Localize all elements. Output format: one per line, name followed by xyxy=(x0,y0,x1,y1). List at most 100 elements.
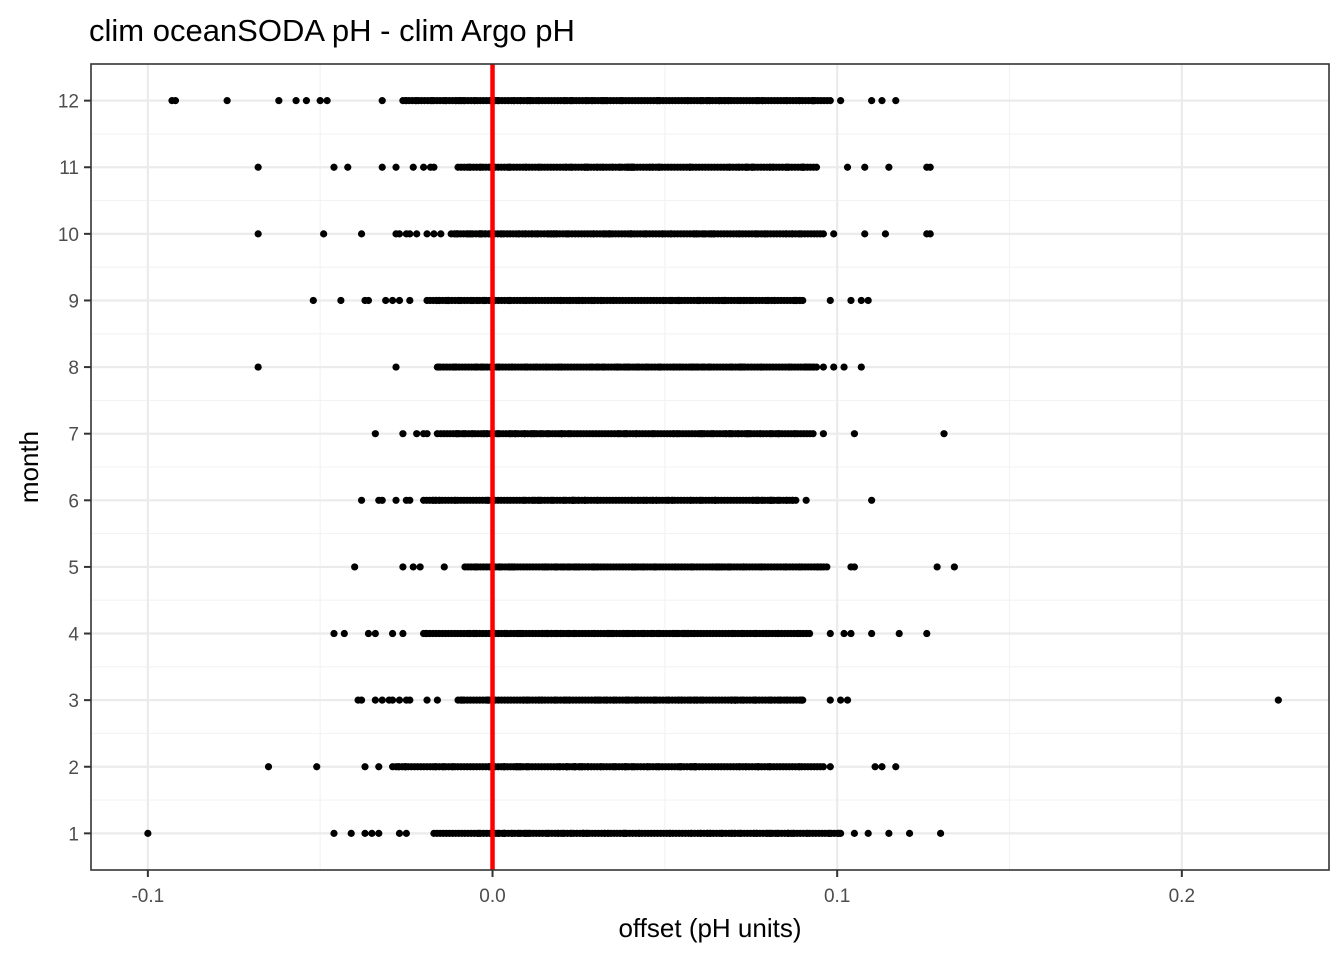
data-point xyxy=(639,629,648,638)
data-point xyxy=(668,296,676,305)
data-point xyxy=(798,696,806,704)
data-point xyxy=(223,97,231,105)
data-point xyxy=(642,496,650,504)
data-point xyxy=(788,496,797,504)
y-tick-label: 3 xyxy=(68,691,79,712)
data-point xyxy=(254,163,262,171)
data-point xyxy=(478,230,486,238)
data-point xyxy=(608,163,616,171)
data-point xyxy=(743,163,751,171)
data-point xyxy=(254,363,262,371)
data-point xyxy=(553,629,561,638)
data-point xyxy=(783,163,791,171)
data-point xyxy=(861,230,869,238)
data-point xyxy=(440,563,448,571)
x-tick-label: -0.1 xyxy=(131,886,164,907)
data-point xyxy=(597,763,605,771)
chart-title: clim oceanSODA pH - clim Argo pH xyxy=(89,13,575,48)
data-point xyxy=(457,696,465,704)
data-point xyxy=(597,296,606,305)
data-point xyxy=(676,363,684,371)
data-point xyxy=(628,163,637,171)
data-point xyxy=(553,230,561,238)
data-point xyxy=(522,363,530,371)
data-point xyxy=(423,430,431,438)
data-point xyxy=(455,296,463,305)
data-point xyxy=(813,563,822,571)
data-point xyxy=(495,563,504,571)
data-point xyxy=(799,163,807,171)
data-point xyxy=(483,496,492,504)
data-point xyxy=(522,163,530,171)
data-point xyxy=(516,97,525,105)
data-point xyxy=(754,763,763,771)
data-point xyxy=(508,563,516,571)
data-point xyxy=(320,230,328,238)
x-axis: -0.1 0.0 0.1 0.2 xyxy=(131,870,1195,907)
data-point xyxy=(664,496,672,504)
data-point xyxy=(567,829,575,837)
data-point xyxy=(506,296,514,305)
data-point xyxy=(368,829,376,837)
data-point xyxy=(950,563,958,571)
y-tick-label: 4 xyxy=(68,625,79,646)
data-point xyxy=(460,97,468,105)
data-point xyxy=(416,563,424,571)
data-point xyxy=(468,430,477,438)
data-point xyxy=(388,629,397,638)
data-point xyxy=(728,696,736,704)
data-point xyxy=(738,363,746,371)
data-point xyxy=(551,696,560,704)
data-point xyxy=(609,296,617,305)
data-point xyxy=(599,163,607,171)
data-point xyxy=(776,696,784,704)
data-point xyxy=(588,296,596,305)
data-point xyxy=(670,363,678,371)
data-point xyxy=(571,563,579,571)
data-point xyxy=(728,629,737,638)
data-point xyxy=(750,829,758,837)
data-point xyxy=(392,363,400,371)
data-point xyxy=(885,829,893,837)
data-point xyxy=(622,430,631,438)
data-point xyxy=(727,430,736,438)
data-point xyxy=(531,430,539,438)
data-point xyxy=(406,230,414,238)
data-point xyxy=(574,496,582,504)
data-point xyxy=(515,829,523,837)
data-point xyxy=(578,296,587,305)
data-point xyxy=(756,430,764,438)
data-point xyxy=(774,629,782,638)
data-point xyxy=(337,296,345,305)
data-point xyxy=(763,829,771,837)
data-point xyxy=(620,829,628,837)
data-point xyxy=(567,97,575,105)
data-point xyxy=(617,97,626,105)
data-point xyxy=(666,829,674,837)
data-point xyxy=(500,763,508,771)
data-point xyxy=(738,629,747,638)
data-point xyxy=(394,763,402,771)
data-point xyxy=(751,696,759,704)
data-point xyxy=(697,97,706,105)
data-point xyxy=(309,296,317,305)
data-point xyxy=(684,629,692,638)
data-point xyxy=(926,163,934,171)
data-point xyxy=(388,763,397,771)
data-point xyxy=(878,97,886,105)
data-point xyxy=(171,97,180,105)
data-point xyxy=(905,829,914,837)
data-point xyxy=(364,296,373,305)
data-point xyxy=(878,763,886,771)
data-point xyxy=(316,97,324,105)
data-point xyxy=(347,829,355,837)
data-point xyxy=(264,763,273,771)
data-point xyxy=(478,363,486,371)
data-point xyxy=(340,629,348,638)
y-tick-label: 12 xyxy=(58,92,79,113)
data-point xyxy=(378,696,386,704)
data-point xyxy=(803,829,812,837)
data-point xyxy=(861,163,869,171)
data-point xyxy=(766,696,775,704)
data-point xyxy=(494,97,502,105)
